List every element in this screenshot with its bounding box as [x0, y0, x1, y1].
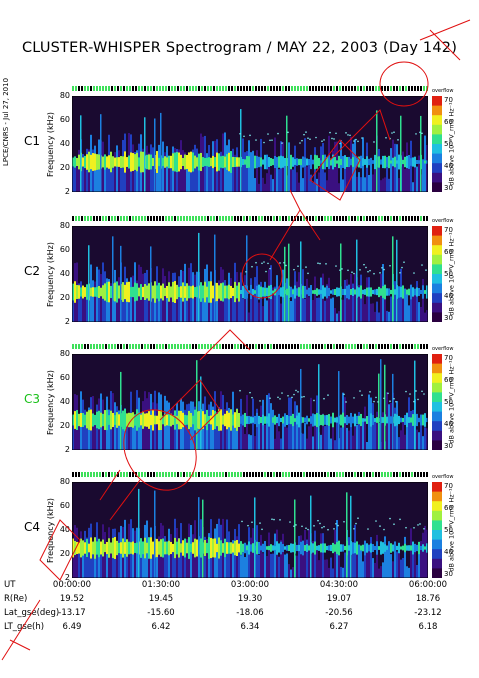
colorbar-top-label: overflow: [432, 88, 454, 94]
colorbar-label: dB above 10⁻⁸V_rms Hz⁻¹: [447, 488, 456, 572]
colorbar-tick-label: 40: [444, 548, 453, 556]
y-tick-label: 20: [59, 421, 70, 430]
panel-label-c4: C4: [24, 520, 41, 534]
colorbar: [432, 226, 442, 322]
colorbar-label: dB above 10⁻⁸V_rms Hz⁻¹: [447, 102, 456, 186]
colorbar-tick-label: 30: [444, 570, 453, 578]
panel-label-c1: C1: [24, 134, 41, 148]
panel-label-c3: C3: [24, 392, 41, 406]
colorbar-tick-label: 70: [444, 226, 453, 234]
ephemeris-value: 01:30:00: [141, 580, 181, 590]
colorbar-label: dB above 10⁻⁸V_rms Hz⁻¹: [447, 232, 456, 316]
status-strip: [72, 86, 428, 91]
ephemeris-value: 06:00:00: [408, 580, 448, 590]
y-tick-label: 2: [64, 187, 70, 196]
side-credit: LPCE/CNRS - Jul 27, 2010: [2, 77, 11, 167]
y-tick-label: 80: [59, 349, 70, 358]
ephemeris-value: 6.34: [240, 622, 260, 632]
ephemeris-value: -20.56: [325, 608, 353, 618]
y-tick-label: 20: [59, 549, 70, 558]
ephemeris-row: R(Re) 19.52 19.45 19.30 19.07 18.76: [0, 594, 479, 606]
ephemeris-value: 19.45: [148, 594, 174, 604]
ephemeris-row: UT 00:00:00 01:30:00 03:00:00 04:30:00 06:00:…: [0, 580, 479, 592]
y-tick-label: 40: [59, 397, 70, 406]
ephemeris-value: -13.17: [58, 608, 86, 618]
spectrogram-c1: [72, 96, 428, 192]
colorbar-tick-label: 40: [444, 420, 453, 428]
spectrogram-c3: [72, 354, 428, 450]
ephemeris-value: 6.42: [151, 622, 171, 632]
ephemeris-value: 03:00:00: [230, 580, 270, 590]
ephemeris-value: -23.12: [414, 608, 442, 618]
colorbar-tick-label: 50: [444, 526, 453, 534]
colorbar-tick-label: 50: [444, 398, 453, 406]
spectrogram-c4: [72, 482, 428, 578]
colorbar-top-label: overflow: [432, 474, 454, 480]
colorbar-tick-label: 70: [444, 96, 453, 104]
ephemeris-row: LT_gse(h) 6.49 6.42 6.34 6.27 6.18: [0, 622, 479, 634]
colorbar: [432, 482, 442, 578]
y-tick-label: 40: [59, 139, 70, 148]
colorbar-tick-label: 40: [444, 292, 453, 300]
colorbar-tick-label: 60: [444, 504, 453, 512]
colorbar-tick-label: 60: [444, 248, 453, 256]
colorbar-tick-label: 40: [444, 162, 453, 170]
ephemeris-value: 19.30: [237, 594, 263, 604]
y-tick-label: 80: [59, 477, 70, 486]
y-tick-label: 20: [59, 163, 70, 172]
colorbar-tick-label: 30: [444, 442, 453, 450]
colorbar: [432, 96, 442, 192]
colorbar: [432, 354, 442, 450]
spectrogram-c2: [72, 226, 428, 322]
status-strip: [72, 344, 428, 349]
ephemeris-label: UT: [4, 580, 16, 590]
ephemeris-value: 19.07: [326, 594, 352, 604]
ephemeris-value: 19.52: [59, 594, 85, 604]
y-tick-label: 40: [59, 269, 70, 278]
y-tick-label: 2: [64, 445, 70, 454]
ephemeris-row: Lat_gse(deg) -13.17 -15.60 -18.06 -20.56 -23.…: [0, 608, 479, 620]
y-tick-label: 20: [59, 293, 70, 302]
ephemeris-value: 6.18: [418, 622, 438, 632]
colorbar-tick-label: 70: [444, 482, 453, 490]
status-strip: [72, 216, 428, 221]
y-tick-label: 40: [59, 525, 70, 534]
colorbar-tick-label: 50: [444, 140, 453, 148]
ephemeris-value: 6.49: [62, 622, 82, 632]
y-tick-label: 60: [59, 373, 70, 382]
ephemeris-value: -18.06: [236, 608, 264, 618]
ephemeris-value: 6.27: [329, 622, 349, 632]
colorbar-tick-label: 50: [444, 270, 453, 278]
y-tick-label: 80: [59, 91, 70, 100]
colorbar-top-label: overflow: [432, 346, 454, 352]
colorbar-tick-label: 70: [444, 354, 453, 362]
colorbar-tick-label: 60: [444, 118, 453, 126]
ephemeris-value: 00:00:00: [52, 580, 92, 590]
ephemeris-value: 18.76: [415, 594, 441, 604]
colorbar-tick-label: 30: [444, 314, 453, 322]
ephemeris-value: 04:30:00: [319, 580, 359, 590]
colorbar-tick-label: 30: [444, 184, 453, 192]
y-tick-label: 2: [64, 317, 70, 326]
ephemeris-label: R(Re): [4, 594, 28, 604]
status-strip: [72, 472, 428, 477]
panel-label-c2: C2: [24, 264, 41, 278]
chart-title: CLUSTER-WHISPER Spectrogram / MAY 22, 20…: [21, 40, 458, 56]
y-tick-label: 80: [59, 221, 70, 230]
colorbar-tick-label: 60: [444, 376, 453, 384]
y-tick-label: 60: [59, 501, 70, 510]
ephemeris-label: LT_gse(h): [4, 622, 45, 632]
y-tick-label: 60: [59, 115, 70, 124]
y-tick-label: 60: [59, 245, 70, 254]
colorbar-label: dB above 10⁻⁸V_rms Hz⁻¹: [447, 360, 456, 444]
ephemeris-value: -15.60: [147, 608, 175, 618]
colorbar-top-label: overflow: [432, 218, 454, 224]
